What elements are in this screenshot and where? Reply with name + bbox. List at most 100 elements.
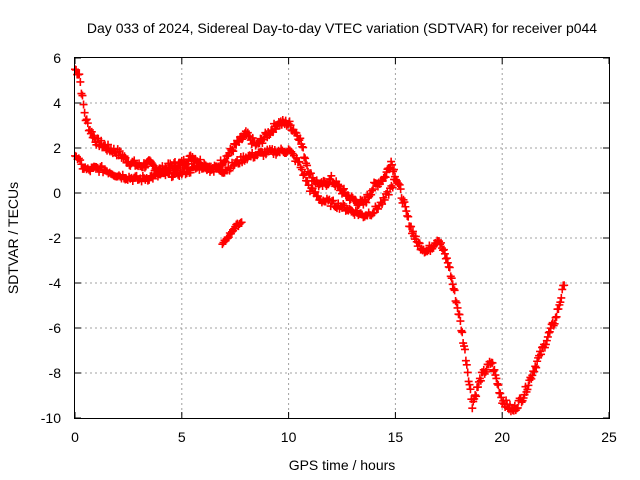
data-point bbox=[378, 200, 387, 209]
y-tick-label: -4 bbox=[49, 275, 62, 291]
y-tick-label: -10 bbox=[41, 410, 61, 426]
data-point bbox=[389, 165, 398, 174]
data-point bbox=[462, 360, 471, 369]
data-point bbox=[492, 374, 501, 383]
data-point bbox=[490, 365, 499, 374]
data-point bbox=[362, 198, 371, 207]
data-point bbox=[299, 143, 308, 152]
x-tick-label: 0 bbox=[71, 429, 79, 445]
data-point bbox=[384, 190, 393, 199]
data-point bbox=[517, 398, 526, 407]
y-axis-label: SDTVAR / TECUs bbox=[5, 182, 21, 294]
x-tick-label: 10 bbox=[281, 429, 297, 445]
y-tick-label: 6 bbox=[53, 50, 61, 66]
data-point bbox=[145, 175, 154, 184]
y-ticks: -10 -8 -6 -4 -2 0 2 4 6 bbox=[41, 50, 609, 426]
data-point bbox=[361, 197, 370, 206]
data-point bbox=[449, 284, 458, 293]
data-point bbox=[550, 319, 559, 328]
data-point bbox=[368, 186, 377, 195]
data-point bbox=[453, 303, 462, 312]
data-point bbox=[148, 160, 157, 169]
data-point bbox=[530, 367, 539, 376]
data-point bbox=[450, 286, 459, 295]
data-point bbox=[395, 180, 404, 189]
data-point bbox=[285, 117, 294, 126]
data-point bbox=[439, 245, 448, 254]
data-point bbox=[527, 374, 536, 383]
data-point bbox=[545, 327, 554, 336]
data-point bbox=[76, 77, 85, 86]
data-point bbox=[442, 254, 451, 263]
data-point bbox=[466, 385, 475, 394]
data-point bbox=[311, 187, 320, 196]
data-point bbox=[297, 165, 306, 174]
data-point bbox=[401, 202, 410, 211]
data-point bbox=[456, 317, 465, 326]
data-point bbox=[303, 161, 312, 170]
grid-lines bbox=[75, 58, 609, 418]
y-tick-label: -8 bbox=[49, 365, 62, 381]
data-point bbox=[440, 249, 449, 258]
data-point bbox=[367, 190, 376, 199]
data-point bbox=[313, 192, 322, 201]
data-point bbox=[488, 358, 497, 367]
data-point bbox=[300, 169, 309, 178]
data-point bbox=[463, 368, 472, 377]
data-point bbox=[452, 298, 461, 307]
data-point bbox=[556, 298, 565, 307]
x-tick-label: 15 bbox=[388, 429, 404, 445]
data-point bbox=[461, 356, 470, 365]
data-point bbox=[537, 350, 546, 359]
chart-title: Day 033 of 2024, Sidereal Day-to-day VTE… bbox=[87, 20, 597, 36]
data-point bbox=[445, 263, 454, 272]
data-point bbox=[223, 234, 232, 243]
data-point bbox=[388, 160, 397, 169]
data-point bbox=[300, 153, 309, 162]
data-point bbox=[329, 196, 338, 205]
data-point bbox=[549, 321, 558, 330]
data-point bbox=[391, 175, 400, 184]
data-point bbox=[460, 345, 469, 354]
data-points bbox=[71, 65, 569, 416]
data-point bbox=[496, 389, 505, 398]
data-point bbox=[387, 181, 396, 190]
data-point bbox=[220, 156, 229, 165]
data-point bbox=[457, 326, 466, 335]
data-point bbox=[228, 146, 237, 155]
data-point bbox=[115, 147, 124, 156]
data-point bbox=[402, 207, 411, 216]
data-point bbox=[296, 134, 305, 143]
data-point bbox=[513, 403, 522, 412]
data-point bbox=[381, 173, 390, 182]
data-point bbox=[482, 365, 491, 374]
data-point bbox=[172, 166, 181, 175]
y-tick-label: 4 bbox=[53, 95, 61, 111]
data-point bbox=[141, 162, 150, 171]
data-point bbox=[286, 121, 295, 130]
data-point bbox=[327, 171, 336, 180]
data-point bbox=[415, 239, 424, 248]
data-point bbox=[78, 91, 87, 100]
x-tick-label: 5 bbox=[178, 429, 186, 445]
data-point bbox=[368, 209, 377, 218]
data-point bbox=[552, 312, 561, 321]
data-point bbox=[82, 115, 91, 124]
data-point bbox=[458, 328, 467, 337]
data-point bbox=[181, 170, 190, 179]
data-point bbox=[388, 183, 397, 192]
x-tick-label: 25 bbox=[601, 429, 617, 445]
data-point bbox=[237, 135, 246, 144]
data-point bbox=[502, 396, 511, 405]
data-point bbox=[476, 376, 485, 385]
data-point bbox=[301, 154, 310, 163]
data-point bbox=[186, 168, 195, 177]
x-axis-label: GPS time / hours bbox=[289, 457, 396, 473]
data-point bbox=[404, 212, 413, 221]
data-point bbox=[465, 380, 474, 389]
data-point bbox=[396, 185, 405, 194]
data-point bbox=[472, 392, 481, 401]
data-point bbox=[97, 136, 106, 145]
data-point bbox=[339, 184, 348, 193]
